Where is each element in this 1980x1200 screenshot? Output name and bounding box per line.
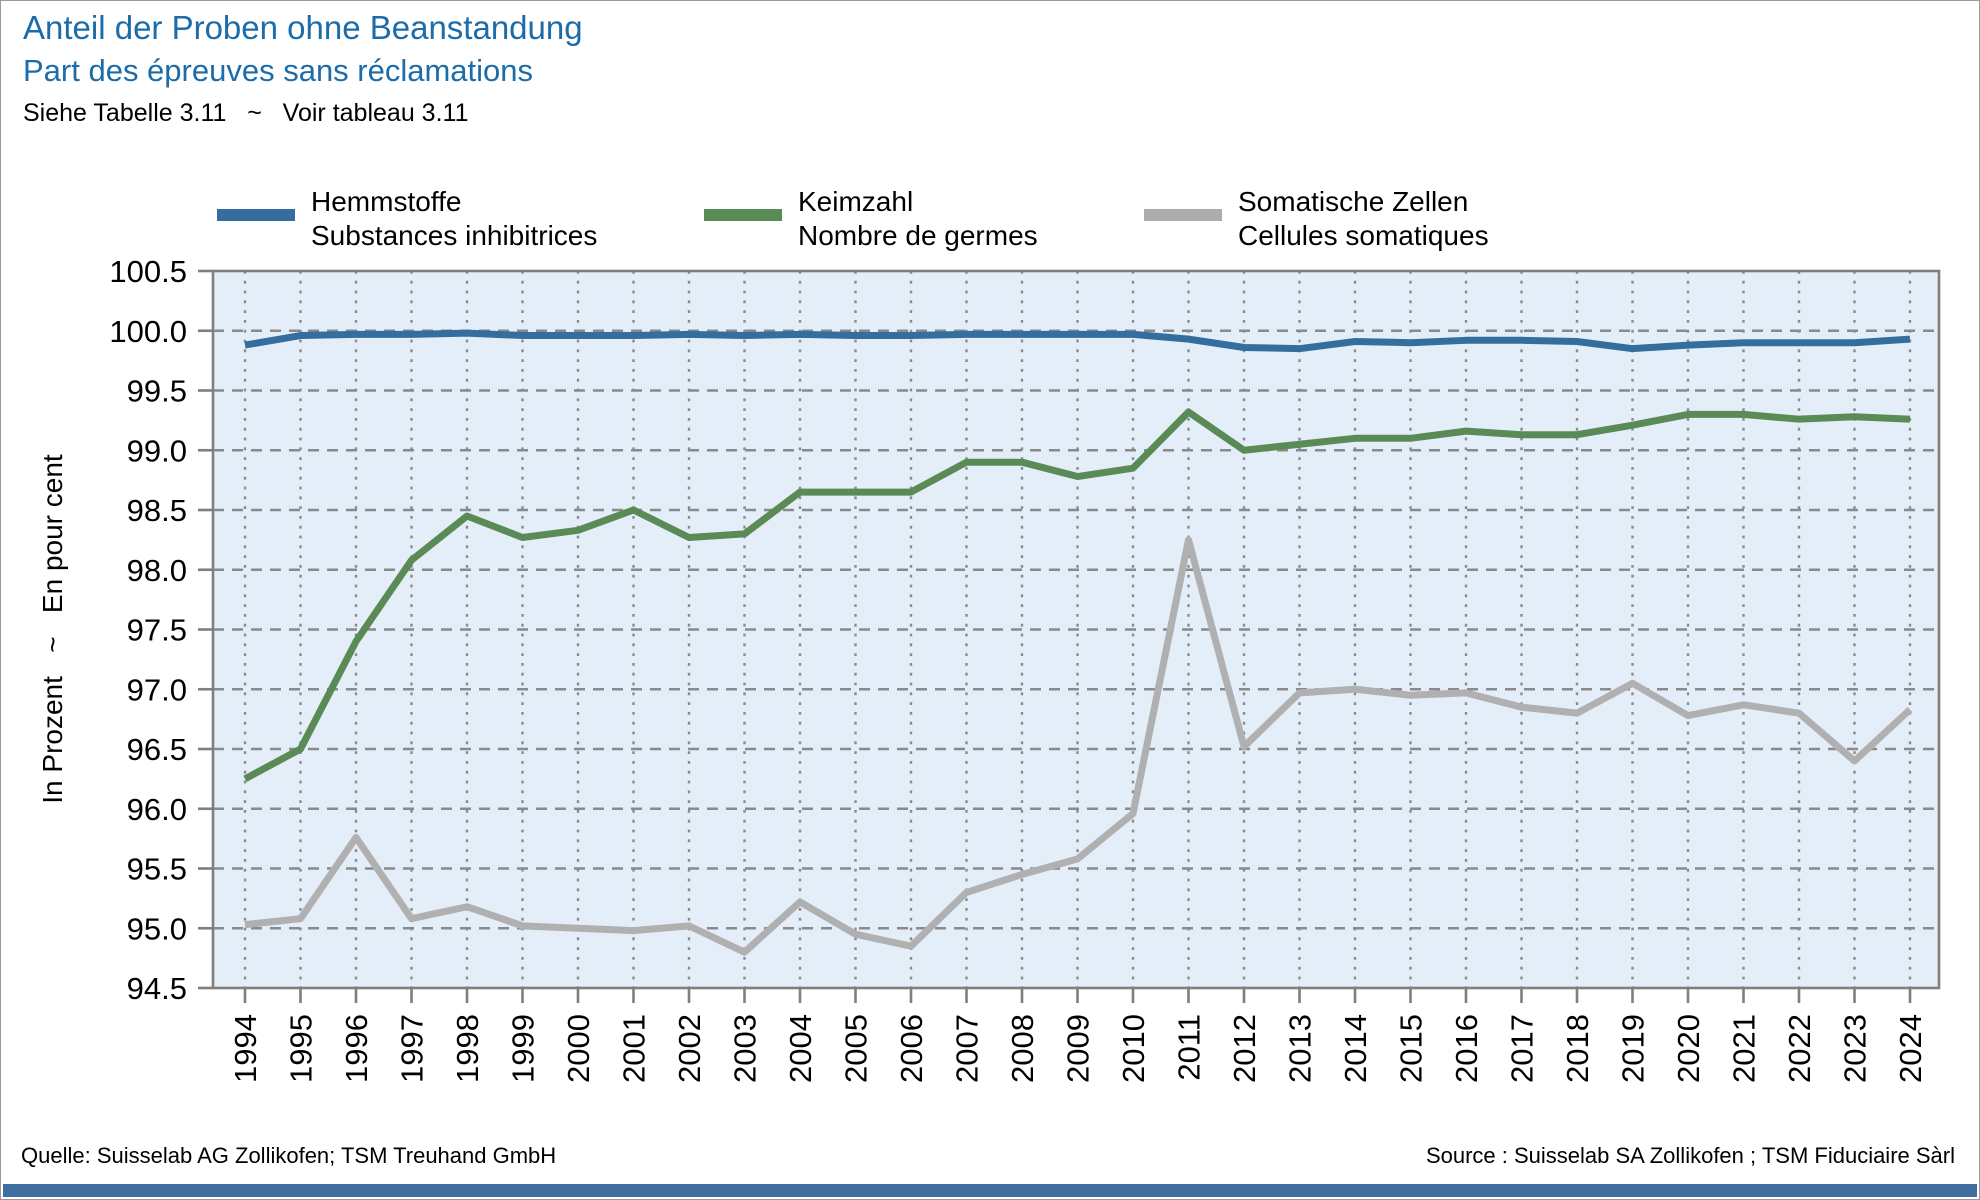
x-tick-label: 2012 [1227,1014,1262,1083]
x-tick-label: 2000 [561,1014,596,1083]
legend-label-fr: Nombre de germes [798,220,1038,251]
x-tick-label: 2015 [1394,1014,1429,1083]
legend-label-de: Keimzahl [798,186,914,217]
x-tick-label: 2016 [1449,1014,1484,1083]
legend-item-keimzahl: Keimzahl Nombre de germes [704,185,1038,253]
y-tick-label: 97.0 [127,672,187,707]
x-tick-label: 1994 [228,1014,263,1083]
y-tick-label: 96.0 [127,792,187,827]
legend-item-hemmstoffe: Hemmstoffe Substances inhibitrices [217,185,597,253]
x-tick-label: 2018 [1560,1014,1595,1083]
y-tick-label: 96.5 [127,732,187,767]
x-tick-label: 2019 [1616,1014,1651,1083]
legend-label-fr: Substances inhibitrices [311,220,598,251]
x-tick-label: 1997 [395,1014,430,1083]
legend-label-hemmstoffe: Hemmstoffe Substances inhibitrices [311,185,597,253]
x-tick-label: 2017 [1505,1014,1540,1083]
x-tick-label: 2008 [1005,1014,1040,1083]
x-tick-label: 2009 [1061,1014,1096,1083]
legend-swatch-somatische-zellen [1144,209,1222,221]
x-tick-label: 1996 [339,1014,374,1083]
x-tick-label: 2011 [1172,1014,1207,1081]
legend-label-de: Somatische Zellen [1238,186,1469,217]
y-tick-label: 97.5 [127,613,187,648]
y-tick-label: 95.0 [127,911,187,946]
legend-item-somatische-zellen: Somatische Zellen Cellules somatiques [1144,185,1489,253]
x-tick-label: 2003 [728,1014,763,1083]
legend-label-keimzahl: Keimzahl Nombre de germes [798,185,1038,253]
y-tick-label: 94.5 [127,971,187,1006]
y-tick-label: 99.5 [127,374,187,409]
legend-label-de: Hemmstoffe [311,186,462,217]
series-line-keimzahl [243,408,1911,782]
x-tick-label: 1999 [506,1014,541,1083]
x-tick-label: 2021 [1727,1014,1762,1083]
legend-swatch-hemmstoffe [217,209,295,221]
chart-title-fr: Part des épreuves sans réclamations [23,53,534,88]
bottom-accent-bar [3,1184,1977,1197]
x-tick-label: 2010 [1116,1014,1151,1083]
x-tick-label: 2005 [839,1014,874,1083]
x-tick-label: 2023 [1838,1014,1873,1083]
footer-source-de: Quelle: Suisselab AG Zollikofen; TSM Tre… [21,1143,557,1168]
x-tick-label: 2002 [672,1014,707,1083]
y-tick-label: 98.5 [127,493,187,528]
x-tick-label: 2013 [1283,1014,1318,1083]
series-line-somatische-zellen [244,536,1913,956]
legend-swatch-keimzahl [704,209,782,221]
y-tick-label: 95.5 [127,852,187,887]
y-tick-label: 100.0 [109,314,187,349]
footer-source-fr: Source : Suisselab SA Zollikofen ; TSM F… [1425,1143,1955,1168]
y-tick-label: 100.5 [109,254,187,289]
x-tick-label: 1998 [450,1014,485,1083]
chart-subtitle: Siehe Tabelle 3.11 ~ Voir tableau 3.11 [23,99,469,127]
x-tick-label: 2007 [950,1014,985,1083]
x-tick-label: 2024 [1893,1014,1928,1083]
y-tick-label: 99.0 [127,433,187,468]
x-tick-label: 2004 [783,1014,818,1083]
legend-label-somatische-zellen: Somatische Zellen Cellules somatiques [1238,185,1489,253]
x-tick-label: 2001 [617,1014,652,1083]
x-tick-label: 1995 [284,1014,319,1083]
series-line-hemmstoffe [244,329,1911,353]
legend-label-fr: Cellules somatiques [1238,220,1489,251]
y-tick-label: 98.0 [127,553,187,588]
x-tick-label: 2020 [1671,1014,1706,1083]
x-tick-label: 2014 [1338,1014,1373,1083]
chart-title-de: Anteil der Proben ohne Beanstandung [23,9,583,46]
x-tick-label: 2022 [1782,1014,1817,1083]
x-tick-label: 2006 [894,1014,929,1083]
